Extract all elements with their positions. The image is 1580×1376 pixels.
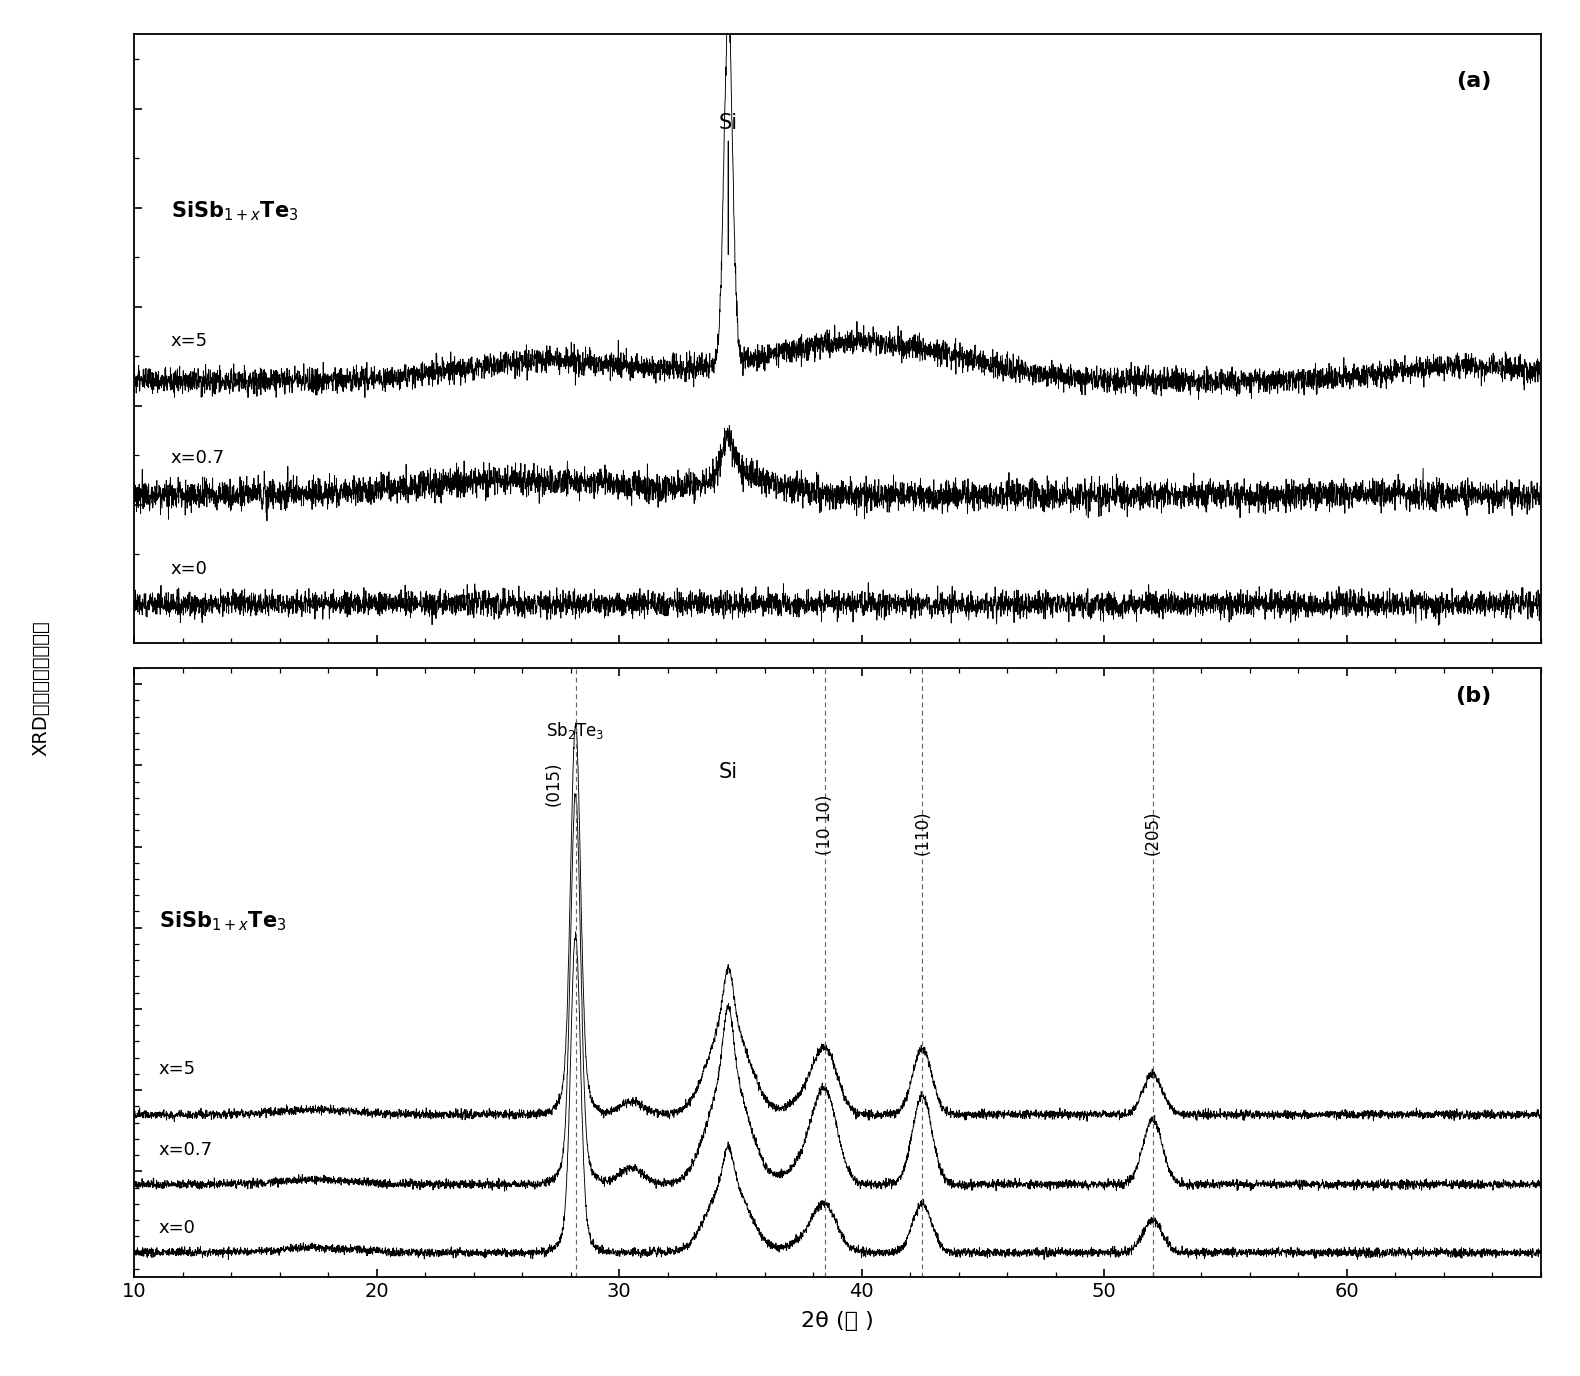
Text: (205): (205) <box>1144 810 1161 854</box>
Text: x=0: x=0 <box>158 1219 196 1237</box>
Text: (015): (015) <box>545 761 562 806</box>
Text: (110): (110) <box>913 810 931 854</box>
Text: Sb$_2$Te$_3$: Sb$_2$Te$_3$ <box>547 720 605 740</box>
Text: x=0.7: x=0.7 <box>171 449 224 466</box>
Text: Si: Si <box>719 113 738 133</box>
X-axis label: 2θ (度 ): 2θ (度 ) <box>801 1310 874 1331</box>
Text: (b): (b) <box>1455 687 1492 706</box>
Text: (10 10): (10 10) <box>817 794 834 854</box>
Text: SiSb$_{1+x}$Te$_3$: SiSb$_{1+x}$Te$_3$ <box>158 910 286 933</box>
Text: x=0.7: x=0.7 <box>158 1141 213 1159</box>
Text: x=5: x=5 <box>158 1060 196 1077</box>
Text: x=5: x=5 <box>171 333 209 351</box>
Text: XRD强度（任意单位）: XRD强度（任意单位） <box>32 621 51 755</box>
Text: x=0: x=0 <box>171 560 207 578</box>
Text: SiSb$_{1+x}$Te$_3$: SiSb$_{1+x}$Te$_3$ <box>171 200 299 223</box>
Text: Si: Si <box>719 761 738 782</box>
Text: (a): (a) <box>1455 72 1492 91</box>
